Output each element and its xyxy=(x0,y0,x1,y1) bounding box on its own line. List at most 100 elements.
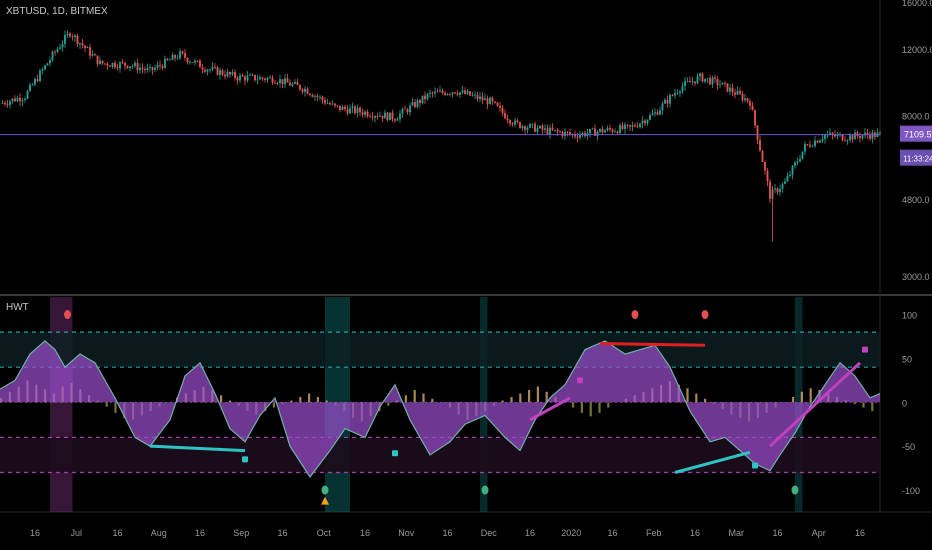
candle-body xyxy=(664,99,666,104)
signal-dot xyxy=(701,310,709,320)
candle-body xyxy=(174,54,176,59)
candle-body xyxy=(434,91,436,94)
candle-body xyxy=(531,123,534,125)
candle-body xyxy=(61,43,64,48)
candle-body xyxy=(556,129,559,132)
candle-body xyxy=(241,75,244,77)
candle-body xyxy=(764,162,766,171)
candle-body xyxy=(624,124,626,129)
candle-body xyxy=(94,54,96,56)
candle-body xyxy=(439,90,441,92)
candle-body xyxy=(391,112,394,120)
candle-body xyxy=(596,131,599,136)
candle-body xyxy=(39,70,41,82)
candle-body xyxy=(646,119,649,124)
candle-body xyxy=(224,74,226,77)
candle-body xyxy=(209,69,211,71)
last-price-badge xyxy=(900,125,932,142)
candle-body xyxy=(86,47,89,49)
candle-body xyxy=(226,72,229,77)
candle-body xyxy=(334,103,336,106)
histogram-bar xyxy=(272,402,275,408)
candle-body xyxy=(799,158,801,162)
price-tick-label: 8000.0 xyxy=(902,111,930,121)
candle-body xyxy=(786,176,789,182)
candle-body xyxy=(384,112,386,119)
candle-body xyxy=(394,119,396,121)
histogram-bar xyxy=(853,402,856,405)
histogram-bar xyxy=(501,400,504,403)
candle-body xyxy=(824,134,826,139)
candle-body xyxy=(754,110,756,126)
candle-body xyxy=(151,66,154,71)
candle-body xyxy=(589,129,591,134)
candle-body xyxy=(464,90,466,94)
time-tick-label: Nov xyxy=(398,528,415,538)
candle-body xyxy=(96,55,99,65)
candle-body xyxy=(559,131,561,133)
candle-body xyxy=(179,51,181,59)
histogram-bar xyxy=(607,402,610,408)
candle-body xyxy=(809,144,811,147)
candle-body xyxy=(519,122,521,128)
candle-body xyxy=(409,105,411,113)
hwt-pane[interactable] xyxy=(0,297,881,512)
candle-body xyxy=(239,75,241,81)
candle-body xyxy=(521,126,524,128)
candle-body xyxy=(741,93,744,101)
candle-body xyxy=(569,132,571,135)
candle-body xyxy=(371,116,374,118)
candle-body xyxy=(779,188,781,193)
candle-body xyxy=(421,95,424,103)
candle-body xyxy=(381,115,384,119)
candle-body xyxy=(744,98,746,101)
candle-body xyxy=(866,132,869,136)
time-tick-label: Oct xyxy=(317,528,332,538)
histogram-bar xyxy=(299,397,302,403)
candle-body xyxy=(259,77,261,80)
candle-body xyxy=(51,51,54,60)
candle-body xyxy=(194,60,196,63)
candle-body xyxy=(834,134,836,137)
time-tick-label: 16 xyxy=(442,528,452,538)
candle-body xyxy=(696,76,699,84)
histogram-bar xyxy=(792,397,795,403)
time-tick-label: 16 xyxy=(525,528,535,538)
candle-body xyxy=(319,96,321,98)
candle-body xyxy=(789,174,791,177)
candle-body xyxy=(441,90,444,93)
candle-body xyxy=(816,140,819,143)
candle-body xyxy=(136,63,139,71)
histogram-bar xyxy=(422,393,425,403)
candle-body xyxy=(831,132,834,135)
candle-body xyxy=(466,91,469,94)
price-pane[interactable] xyxy=(0,30,881,242)
candle-body xyxy=(111,62,114,67)
divergence-line xyxy=(674,450,751,474)
histogram-bar xyxy=(387,402,390,406)
candle-body xyxy=(9,101,11,105)
wave-area xyxy=(0,340,880,477)
divergence-line xyxy=(149,444,246,453)
candle-body xyxy=(574,133,576,137)
candle-body xyxy=(459,92,461,95)
candle-body xyxy=(544,128,546,130)
candle-body xyxy=(336,105,339,107)
candle-body xyxy=(349,108,351,114)
candle-body xyxy=(294,82,296,84)
candle-body xyxy=(804,144,806,152)
candle-body xyxy=(309,93,311,96)
candle-body xyxy=(296,82,299,86)
candle-body xyxy=(766,170,769,182)
candle-body xyxy=(116,67,119,69)
candle-body xyxy=(536,128,539,132)
candle-body xyxy=(231,72,234,75)
candle-body xyxy=(91,54,94,56)
candle-body xyxy=(316,95,319,97)
candle-body xyxy=(159,64,161,66)
candle-body xyxy=(844,140,846,142)
candle-body xyxy=(24,98,26,100)
signal-dot xyxy=(481,485,489,495)
candle-body xyxy=(729,87,731,92)
